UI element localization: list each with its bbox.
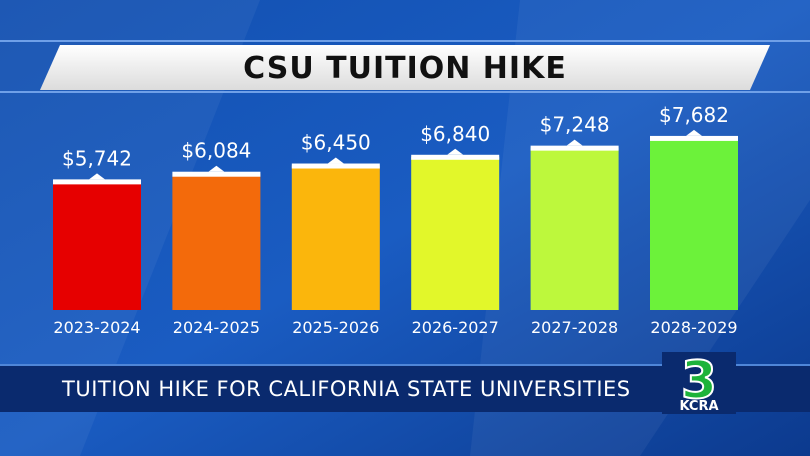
bg-stripe	[470, 0, 810, 456]
logo-number: 3	[681, 351, 717, 411]
bar	[53, 181, 141, 310]
banner-edge	[0, 91, 810, 93]
lower-third-edge	[0, 364, 810, 366]
bar	[172, 173, 261, 310]
bar-cap-notch	[208, 165, 225, 172]
value-label: $7,682	[659, 103, 729, 127]
title-banner	[40, 45, 770, 90]
logo-box	[662, 352, 736, 414]
chart-title: CSU TUITION HIKE	[243, 51, 567, 86]
value-label: $7,248	[540, 113, 610, 137]
bar	[411, 156, 500, 310]
value-label: $5,742	[62, 146, 132, 170]
x-tick-label: 2024-2025	[173, 318, 260, 337]
value-label: $6,450	[301, 131, 371, 155]
x-tick-label: 2023-2024	[53, 318, 140, 337]
bar	[291, 165, 380, 310]
bar-cap	[530, 145, 619, 151]
bar-cap	[291, 163, 380, 169]
bar	[650, 137, 738, 310]
value-label: $6,084	[181, 139, 251, 163]
value-label: $6,840	[420, 122, 490, 146]
bar-cap	[411, 154, 500, 160]
bar-cap	[172, 171, 261, 177]
bar	[530, 147, 619, 310]
headline: TUITION HIKE FOR CALIFORNIA STATE UNIVER…	[61, 377, 631, 401]
bar-cap-notch	[686, 129, 702, 136]
logo-text: KCRA	[679, 399, 718, 414]
bar-group: $5,742 2023-2024 $6,084 2024-2025 $6,450 2025…	[53, 103, 738, 337]
bar-cap-notch	[447, 148, 464, 155]
bar-cap	[650, 135, 738, 141]
x-tick-label: 2028-2029	[650, 318, 737, 337]
x-tick-label: 2025-2026	[292, 318, 379, 337]
bar-cap-notch	[327, 157, 344, 164]
banner-edge	[0, 40, 810, 42]
bar-cap-notch	[89, 173, 105, 180]
x-tick-label: 2027-2028	[531, 318, 618, 337]
x-tick-label: 2026-2027	[412, 318, 499, 337]
bar-cap	[53, 179, 141, 185]
bar-cap-notch	[566, 139, 583, 146]
